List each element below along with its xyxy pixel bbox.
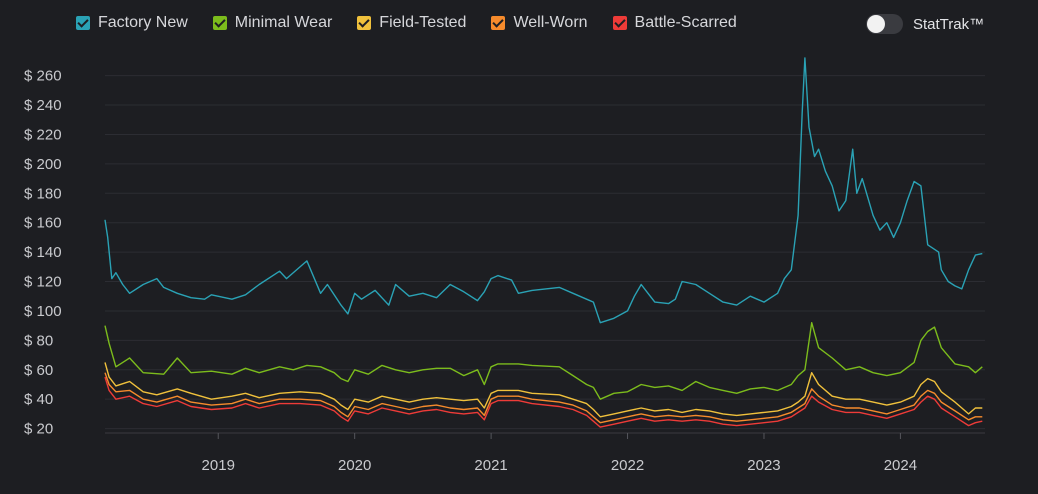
y-tick-label: $ 100	[24, 303, 62, 320]
series-line-battle-scarred	[104, 376, 983, 428]
toggle-knob	[867, 15, 885, 33]
series-line-well-worn	[104, 372, 983, 424]
checkbox-icon[interactable]	[212, 16, 227, 30]
stattrak-toggle[interactable]: StatTrak™	[866, 14, 984, 34]
legend-item-battle-scarred[interactable]: Battle-Scarred	[612, 14, 737, 32]
legend-item-factory-new[interactable]: Factory New	[76, 14, 188, 32]
y-tick-label: $ 40	[24, 391, 53, 408]
y-tick-label: $ 160	[24, 215, 62, 232]
legend-label: Well-Worn	[513, 14, 588, 31]
legend-label: Battle-Scarred	[634, 14, 737, 31]
y-tick-label: $ 120	[24, 274, 62, 291]
series-line-field-tested	[104, 362, 983, 418]
y-tick-label: $ 260	[24, 68, 62, 85]
checkbox-icon[interactable]	[612, 16, 627, 30]
toggle-switch[interactable]	[866, 14, 903, 34]
checkbox-icon[interactable]	[491, 16, 506, 30]
legend-item-well-worn[interactable]: Well-Worn	[491, 14, 588, 32]
y-tick-label: $ 180	[24, 185, 62, 202]
y-tick-label: $ 220	[24, 126, 62, 143]
legend-label: Factory New	[98, 14, 188, 31]
chart-legend: Factory New Minimal Wear Field-Tested We…	[76, 14, 762, 32]
legend-item-minimal-wear[interactable]: Minimal Wear	[212, 14, 333, 32]
series-line-factory-new	[104, 57, 983, 324]
checkbox-icon[interactable]	[357, 16, 372, 30]
series-line-minimal-wear	[104, 322, 983, 400]
y-tick-label: $ 80	[24, 332, 53, 349]
x-tick-label: 2021	[474, 457, 507, 474]
x-tick-label: 2020	[338, 457, 371, 474]
legend-item-field-tested[interactable]: Field-Tested	[357, 14, 466, 32]
x-tick-label: 2024	[884, 457, 917, 474]
y-tick-label: $ 60	[24, 362, 53, 379]
checkbox-icon[interactable]	[76, 16, 90, 30]
x-tick-label: 2023	[747, 457, 780, 474]
x-tick-label: 2019	[202, 457, 235, 474]
y-tick-label: $ 140	[24, 244, 62, 261]
y-tick-label: $ 20	[24, 421, 53, 438]
legend-label: Minimal Wear	[234, 14, 333, 31]
y-tick-label: $ 200	[24, 156, 62, 173]
legend-label: Field-Tested	[379, 14, 467, 31]
stattrak-label: StatTrak™	[913, 15, 985, 33]
y-tick-label: $ 240	[24, 97, 62, 114]
x-tick-label: 2022	[611, 457, 644, 474]
